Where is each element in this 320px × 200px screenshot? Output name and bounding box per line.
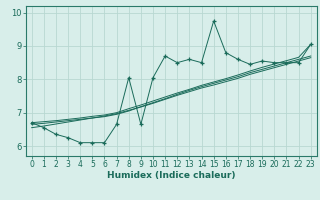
X-axis label: Humidex (Indice chaleur): Humidex (Indice chaleur): [107, 171, 236, 180]
